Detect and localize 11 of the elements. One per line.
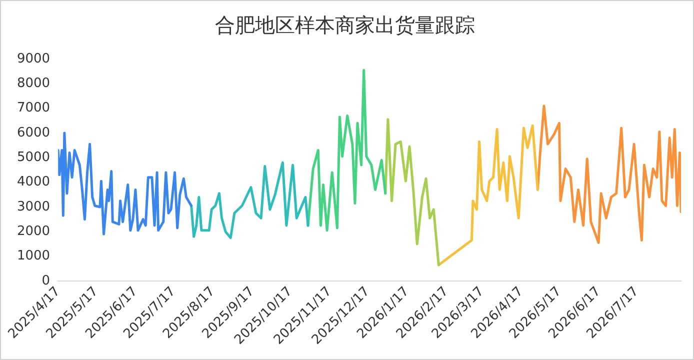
y-tick-label: 0 <box>42 273 50 288</box>
y-tick-label: 5000 <box>16 150 50 166</box>
y-tick-label: 9000 <box>16 51 50 66</box>
y-tick-label: 8000 <box>16 76 50 92</box>
chart-title: 合肥地区样本商家出货量跟踪 <box>215 13 475 38</box>
y-tick-label: 4000 <box>16 174 50 190</box>
y-tick-label: 7000 <box>16 100 50 116</box>
y-tick-label: 1000 <box>16 248 50 264</box>
y-tick-label: 6000 <box>16 125 50 140</box>
y-tick-label: 2000 <box>16 224 50 240</box>
y-tick-label: 3000 <box>16 199 50 214</box>
